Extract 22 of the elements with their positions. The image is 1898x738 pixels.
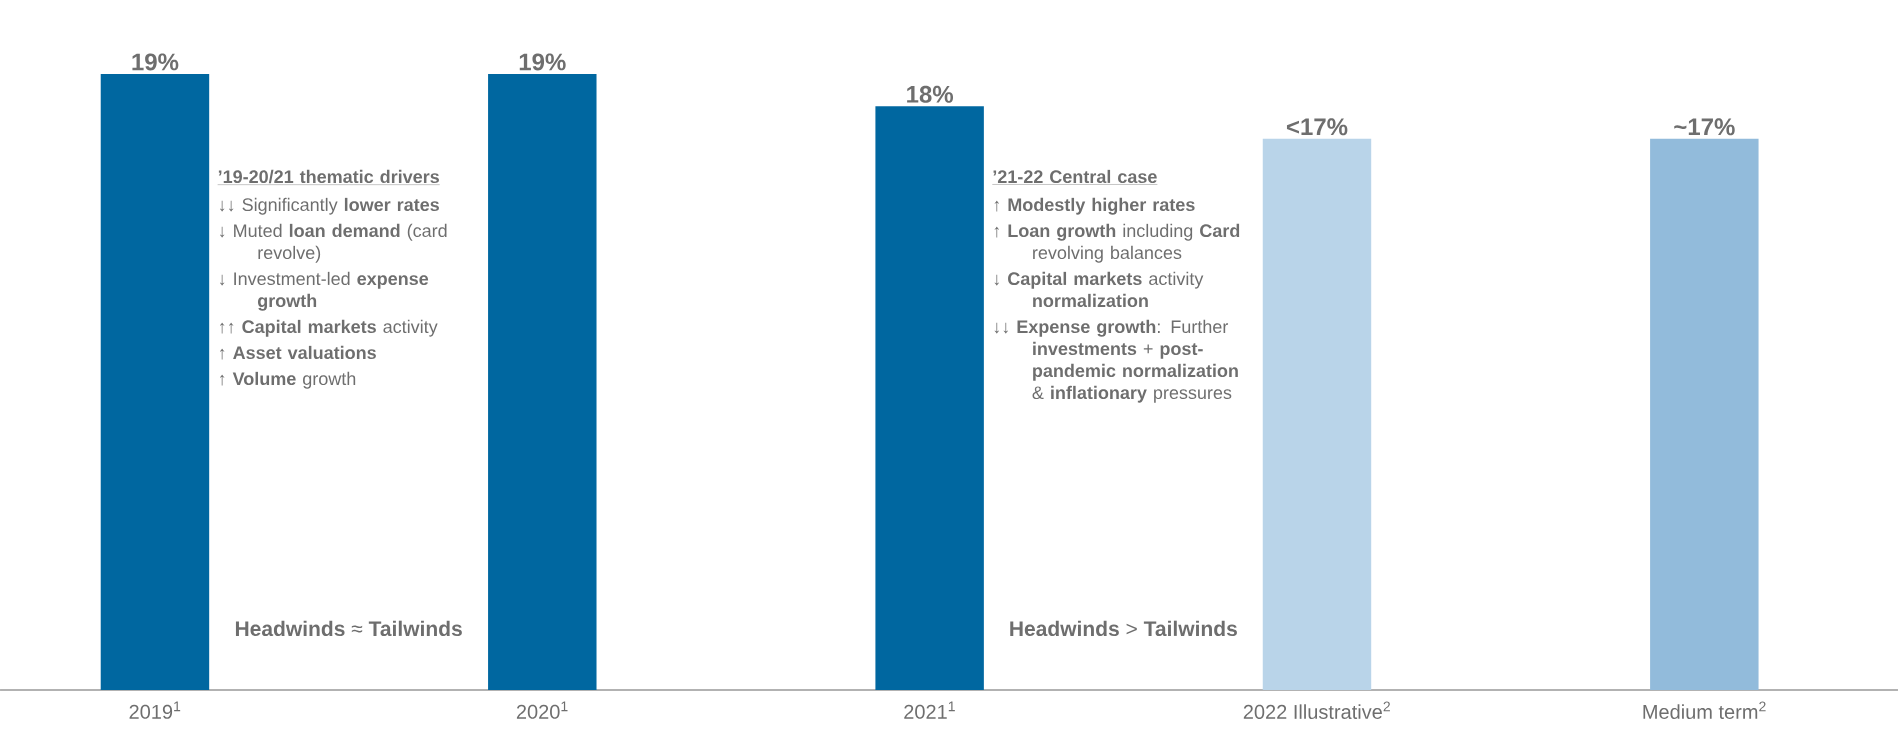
- annotation: ↑ Modestly higher rates: [994, 197, 1195, 215]
- text: ↓ Muted loan demand (card revolve): [220, 223, 447, 263]
- data-label: 19%: [132, 53, 179, 71]
- x-tick-label: 2021$^{1}$: [904, 701, 955, 719]
- text: ↓↓ Expense growth: Further investments + post-pandemic normalization & inflationary pressures: [994, 319, 1238, 403]
- data-label: <17%: [1286, 118, 1348, 136]
- data-label: ~17%: [1674, 118, 1735, 136]
- annotation: ’19-20/21 thematic drivers: [218, 169, 439, 184]
- annotation: ’21-22 Central case: [993, 169, 1157, 184]
- x-tick-label: 2020$^{1}$: [516, 701, 568, 719]
- annotation: ↓ Capital markets activity normalization: [994, 271, 1204, 308]
- data-label: 18%: [907, 85, 954, 103]
- x-tick-label: 2019$^{1}$: [129, 701, 181, 719]
- annotation: ↓↓ Significantly lower rates: [220, 197, 439, 215]
- x-tick-label: Medium term$^{2}$: [1643, 701, 1766, 720]
- annotation: ↑↑ Capital markets activity: [220, 319, 438, 337]
- annotation: Headwinds ≈ Tailwinds: [235, 620, 462, 637]
- annotation: Headwinds > Tailwinds: [1010, 620, 1237, 637]
- data-label: 19%: [519, 53, 566, 71]
- annotation: ↑ Volume growth: [220, 371, 356, 389]
- x-tick-label: 2022 Illustrative$^{2}$: [1243, 701, 1390, 720]
- annotation: ↑ Asset valuations: [220, 345, 376, 360]
